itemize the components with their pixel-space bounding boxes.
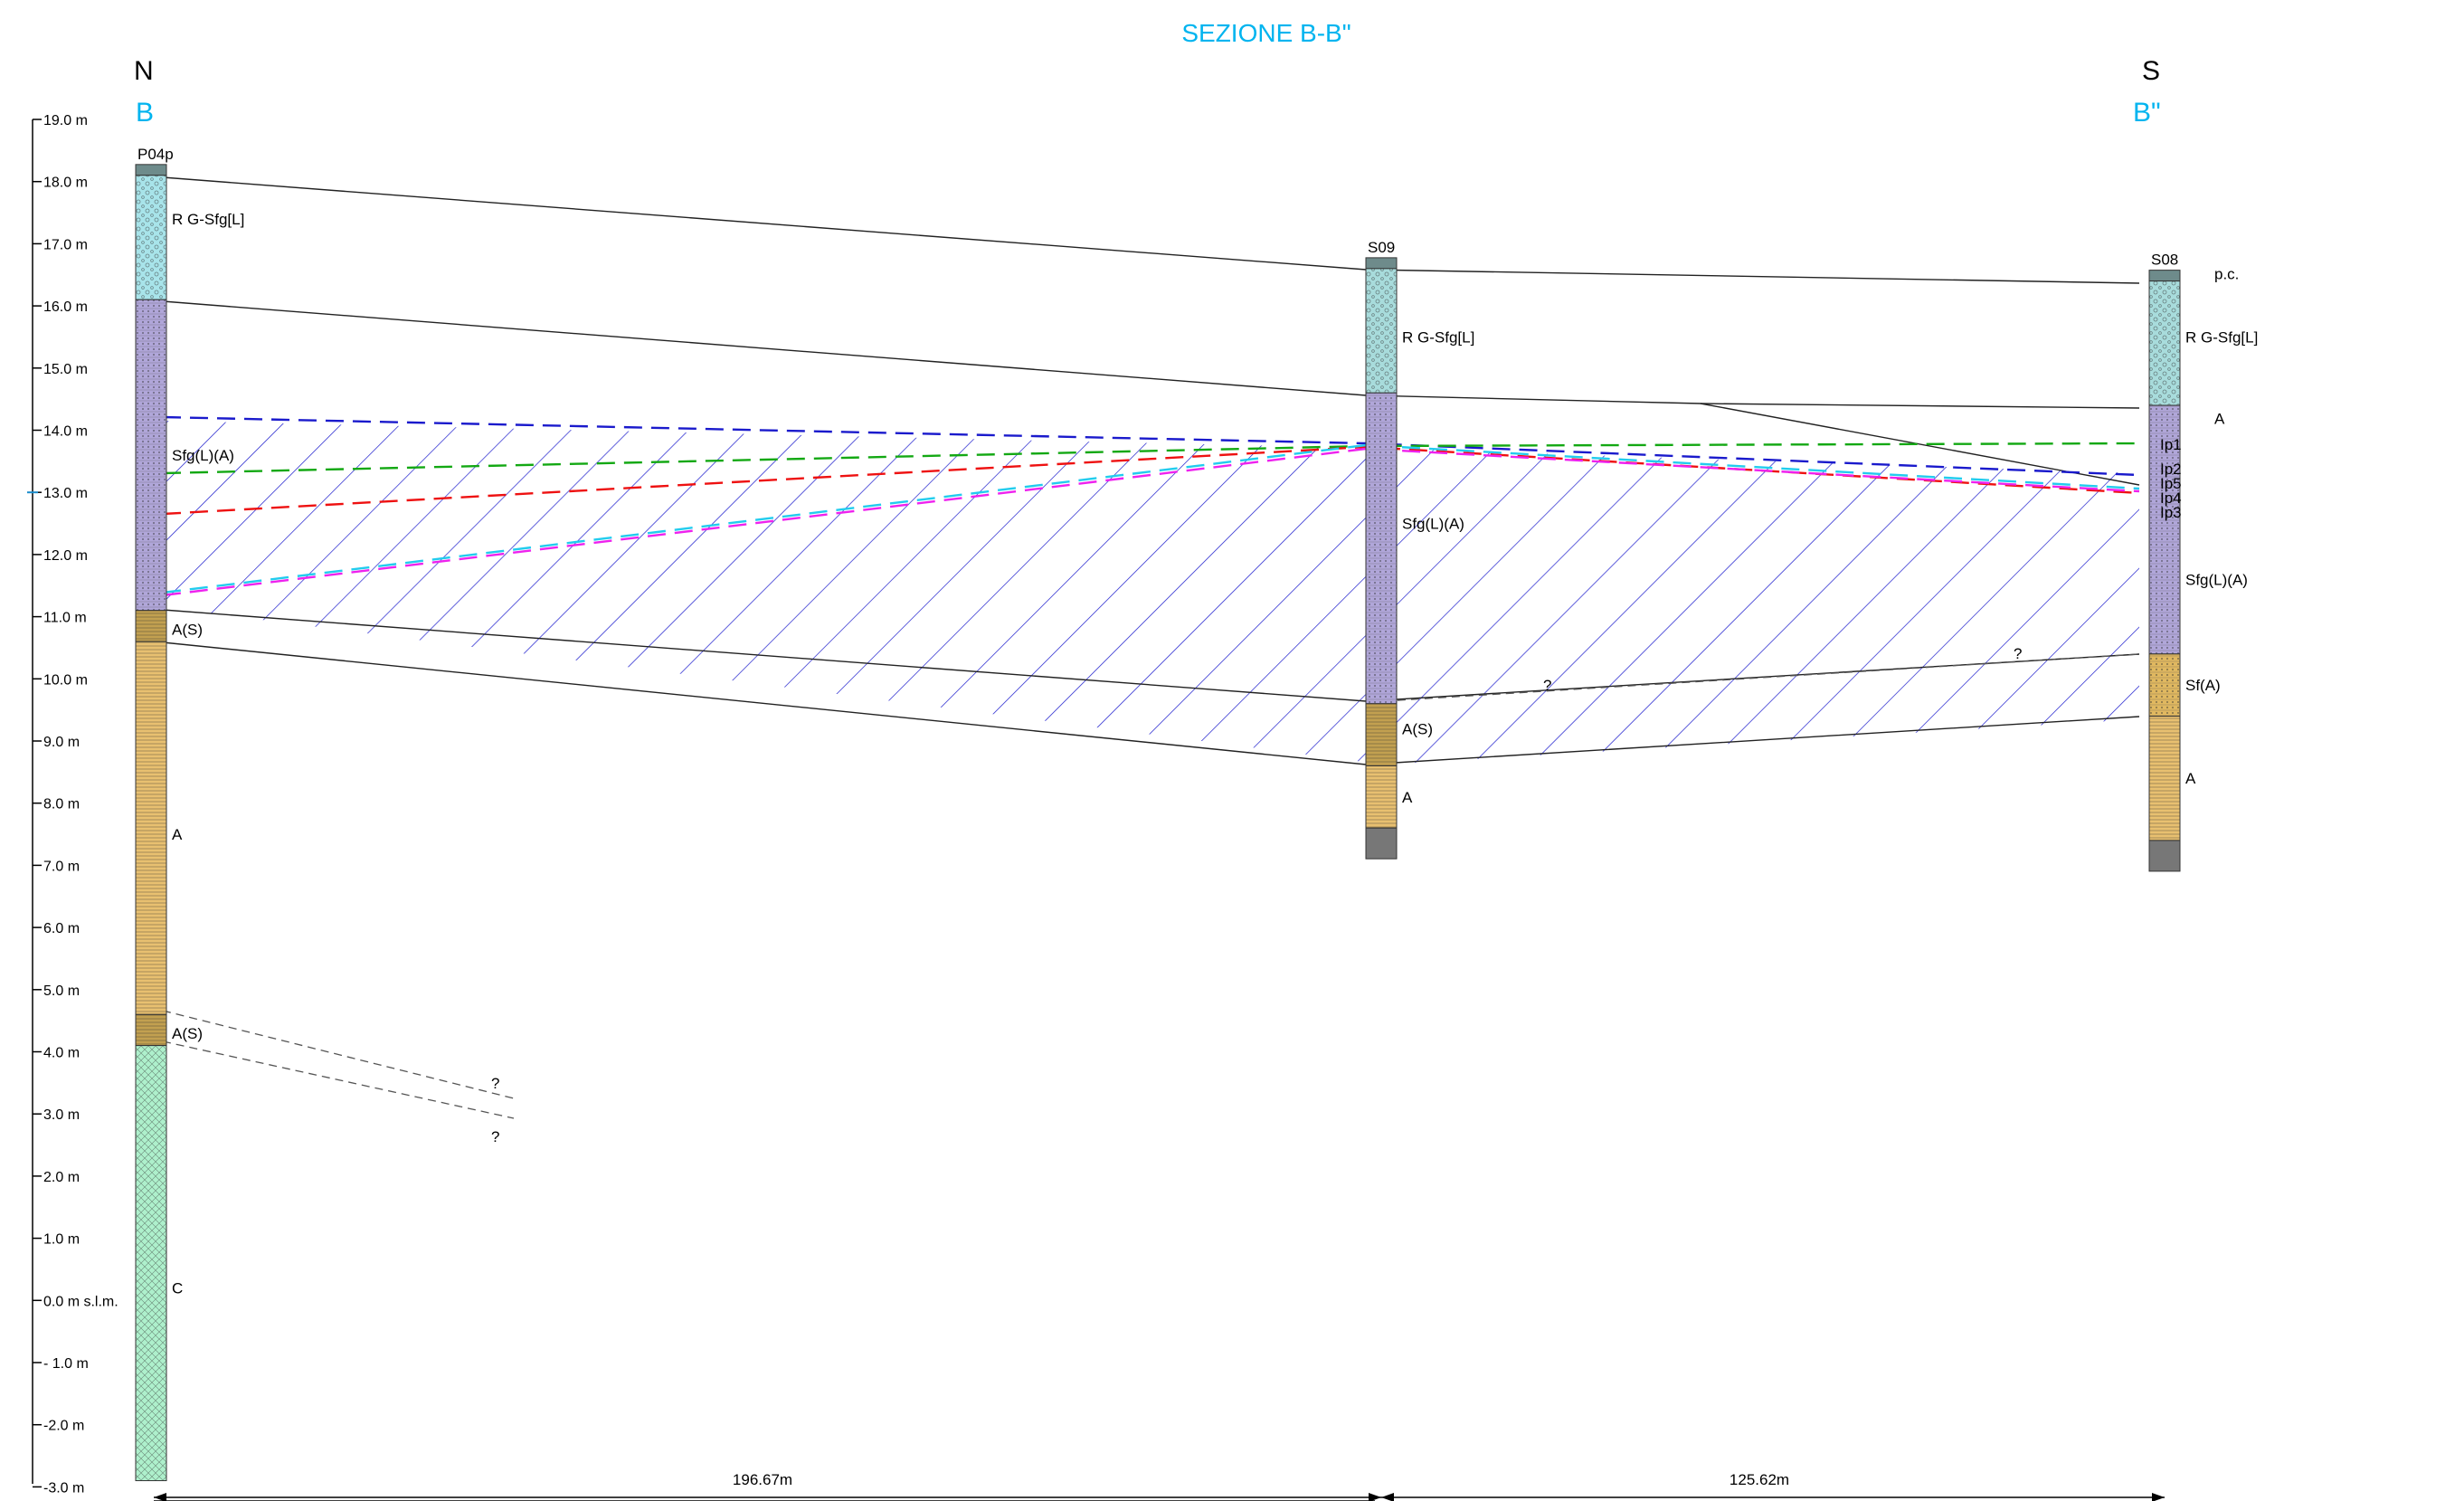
axis-tick-label: 7.0 m — [43, 859, 80, 874]
axis-tick-label: 11.0 m — [43, 611, 87, 626]
question-mark: ? — [491, 1075, 499, 1092]
borehole-s09: S09 R G-Sfg[L] Sfg(L)(A) A(S) A — [1365, 239, 1474, 860]
axis-tick-label: 18.0 m — [43, 176, 88, 191]
distance-label-2: 125.62m — [1730, 1471, 1789, 1488]
layer-code-label: R G-Sfg[L] — [1402, 328, 1474, 346]
layer-code-label: A(S) — [172, 621, 203, 638]
layer-code-label: A — [172, 826, 183, 843]
piezometric-labels: Ip1 Ip2 Ip5 Ip4 Ip3 — [2160, 436, 2182, 521]
axis-tick-label: 10.0 m — [43, 672, 88, 688]
layer-code-label: Sfg(L)(A) — [2185, 571, 2248, 588]
axis-tick-label: 1.0 m — [43, 1232, 80, 1248]
arrow-head — [1369, 1493, 1381, 1501]
uncertainty-marks: ? ? ? ? — [491, 645, 2022, 1145]
layer-code-label: R G-Sfg[L] — [172, 211, 244, 228]
uncertain-boundaries — [162, 653, 2140, 1119]
borehole-name: S08 — [2151, 252, 2178, 269]
south-cardinal: S — [2142, 56, 2160, 86]
borehole-bottom — [2148, 840, 2181, 872]
layer-texture — [1366, 268, 1397, 394]
layer-code-label: Sf(A) — [2185, 677, 2221, 694]
axis-tick-label: 0.0 m s.l.m. — [43, 1294, 118, 1309]
question-mark: ? — [2014, 645, 2022, 662]
axis-tick-label: - 1.0 m — [43, 1356, 89, 1372]
layer-code-label: C — [172, 1280, 183, 1297]
section-title: SEZIONE B-B" — [1181, 19, 1350, 47]
north-cardinal: N — [134, 56, 154, 86]
borehole-p04p: P04p R G-Sfg[L] Sfg(L)(A) A(S) A A(S) C — [135, 146, 244, 1482]
layer-texture — [136, 1014, 166, 1046]
layer-code-label: A — [1402, 789, 1413, 806]
axis-tick-label: 9.0 m — [43, 735, 80, 750]
elevation-axis: 19.0 m 18.0 m 17.0 m 16.0 m 15.0 m 14.0 m 13.0… — [27, 113, 118, 1496]
section-end-label: B" — [2133, 98, 2161, 128]
layer-texture — [136, 641, 166, 1015]
borehole-cap — [2148, 270, 2181, 282]
layer-texture — [136, 610, 166, 642]
axis-tick-label: 3.0 m — [43, 1107, 80, 1123]
layer-code-label: A — [2214, 411, 2225, 428]
layer-texture — [1366, 393, 1397, 704]
question-mark: ? — [1543, 677, 1551, 694]
axis-tick-label: 15.0 m — [43, 362, 88, 377]
axis-tick-label: 14.0 m — [43, 424, 88, 440]
layer-texture — [2149, 653, 2180, 717]
hatched-aquifer-zone — [163, 421, 2139, 765]
layer-code-label: Sfg(L)(A) — [1402, 516, 1464, 533]
layer-texture — [1366, 703, 1397, 766]
borehole-cap — [135, 164, 167, 176]
axis-tick-label: 12.0 m — [43, 548, 88, 564]
borehole-name: P04p — [137, 146, 174, 163]
layer-texture — [2149, 716, 2180, 841]
layer-texture — [2149, 405, 2180, 654]
layer-texture — [136, 299, 166, 611]
arrow-head — [2152, 1493, 2165, 1501]
axis-tick-label: 2.0 m — [43, 1170, 80, 1185]
question-mark: ? — [491, 1128, 499, 1145]
ip3-label: Ip3 — [2160, 504, 2182, 521]
axis-tick-label: 4.0 m — [43, 1046, 80, 1061]
ground-level-label: p.c. — [2214, 266, 2239, 283]
axis-tick-label: 16.0 m — [43, 299, 88, 315]
arrow-head — [1381, 1493, 1394, 1501]
axis-tick-label: 6.0 m — [43, 921, 80, 936]
layer-code-label: A(S) — [172, 1025, 203, 1042]
axis-tick-label: 5.0 m — [43, 983, 80, 999]
axis-tick-label: -2.0 m — [43, 1419, 84, 1434]
layer-texture — [136, 175, 166, 300]
distance-label-1: 196.67m — [733, 1471, 792, 1488]
ip5-label: Ip5 — [2160, 475, 2182, 492]
borehole-s08: S08 p.c. R G-Sfg[L] Sfg(L)(A) Sf(A) A A — [2148, 252, 2258, 872]
axis-tick-label: 17.0 m — [43, 237, 88, 252]
axis-tick-label: -3.0 m — [43, 1480, 84, 1496]
borehole-name: S09 — [1368, 239, 1395, 256]
layer-texture — [136, 1045, 166, 1481]
layer-code-label: Sfg(L)(A) — [172, 447, 234, 464]
distance-dimension-lines — [154, 1493, 2165, 1501]
layer-texture — [2149, 280, 2180, 406]
ip4-label: Ip4 — [2160, 489, 2182, 507]
layer-code-label: A(S) — [1402, 720, 1433, 737]
layer-texture — [1366, 765, 1397, 829]
boreholes: P04p R G-Sfg[L] Sfg(L)(A) A(S) A A(S) C S09 R G-… — [135, 146, 2258, 1482]
section-start-label: B — [136, 98, 154, 128]
axis-tick-label: 8.0 m — [43, 797, 80, 812]
arrow-head — [154, 1493, 166, 1501]
borehole-cap — [1365, 257, 1398, 270]
layer-code-label: R G-Sfg[L] — [2185, 328, 2258, 346]
ip1-label: Ip1 — [2160, 436, 2182, 453]
ip2-label: Ip2 — [2160, 461, 2182, 478]
axis-tick-label: 19.0 m — [43, 113, 88, 128]
layer-code-label: A — [2185, 770, 2196, 787]
axis-tick-label: 13.0 m — [43, 486, 88, 501]
borehole-bottom — [1365, 827, 1398, 860]
